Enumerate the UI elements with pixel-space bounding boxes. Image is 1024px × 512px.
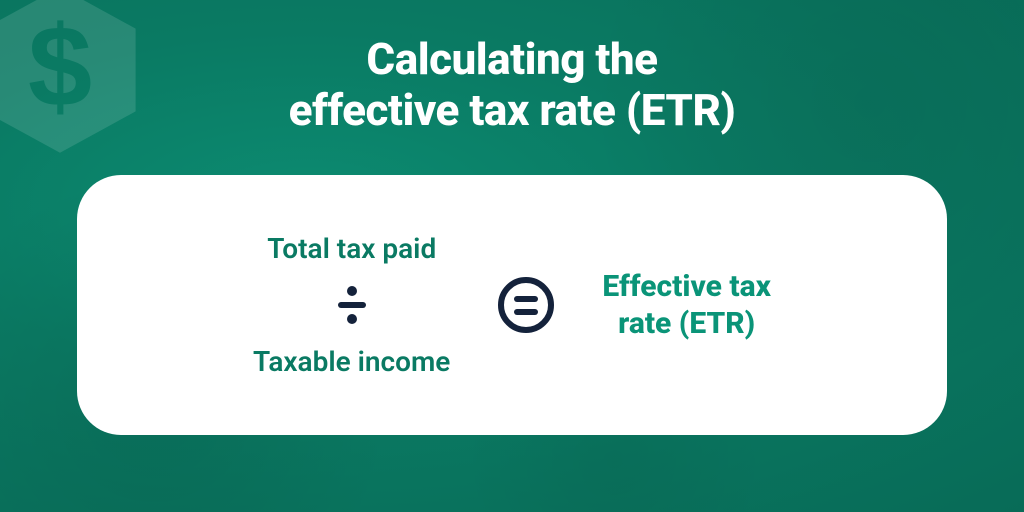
title-line-1: Calculating the bbox=[289, 34, 736, 85]
result-line-2: rate (ETR) bbox=[602, 305, 771, 343]
title-line-2: effective tax rate (ETR) bbox=[289, 85, 736, 136]
divide-dot-top bbox=[347, 286, 357, 296]
numerator: Total tax paid bbox=[267, 231, 436, 266]
formula-result: Effective tax rate (ETR) bbox=[602, 268, 771, 343]
denominator: Taxable income bbox=[253, 344, 450, 379]
divide-bar bbox=[338, 302, 366, 308]
equals-icon bbox=[498, 277, 554, 333]
formula-fraction: Total tax paid Taxable income bbox=[253, 231, 450, 379]
divide-icon bbox=[338, 286, 366, 324]
equals-bar-bottom bbox=[514, 309, 538, 315]
formula-card: Total tax paid Taxable income Effective … bbox=[77, 175, 947, 435]
equals-bar-top bbox=[514, 296, 538, 302]
content-wrapper: Calculating the effective tax rate (ETR)… bbox=[0, 0, 1024, 512]
result-line-1: Effective tax bbox=[602, 268, 771, 306]
divide-dot-bottom bbox=[347, 314, 357, 324]
page-title: Calculating the effective tax rate (ETR) bbox=[289, 34, 736, 135]
